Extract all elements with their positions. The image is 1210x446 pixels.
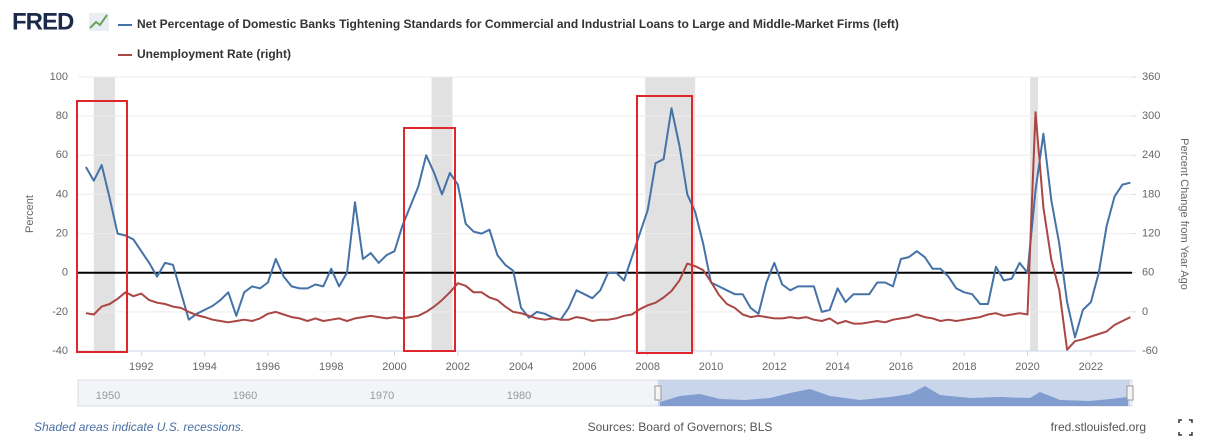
x-tick-label: 2012 [762,361,786,373]
navigator-area [660,386,1128,406]
x-tick-label: 2008 [635,361,659,373]
x-tick-label: 2020 [1015,361,1039,373]
site-link[interactable]: fred.stlouisfed.org [1051,420,1146,434]
x-tick-label: 2014 [825,361,849,373]
y-tick-label: 20 [56,227,68,239]
x-tick-label: 2004 [509,361,533,373]
y-tick-label: 0 [62,267,68,279]
x-tick-label: 2018 [952,361,976,373]
x-tick-label: 1994 [192,361,216,373]
annotation-box [403,127,456,352]
x-tick-label: 1996 [256,361,280,373]
y-tick-label: 100 [50,71,68,83]
recession-band [431,77,453,351]
annotation-box [636,95,693,354]
y-tick-label: 60 [56,149,68,161]
y2-tick-label: 60 [1142,267,1154,279]
y2-tick-label: 360 [1142,71,1160,83]
fullscreen-icon[interactable] [1178,419,1193,436]
y2-tick-label: 300 [1142,110,1160,122]
y-tick-label: 80 [56,110,68,122]
navigator-label: 1960 [233,390,257,402]
navigator-handle[interactable] [1126,385,1134,401]
y-axis-label: Percent [24,195,36,233]
sources: Sources: Board of Governors; BLS [588,420,773,434]
x-tick-label: 2016 [889,361,913,373]
series-line [85,111,1131,351]
navigator-label: 1980 [507,390,531,402]
x-tick-label: 1992 [129,361,153,373]
navigator-handle[interactable] [654,385,662,401]
navigator [77,379,1134,407]
y-tick-label: -20 [52,306,68,318]
recession-band [93,77,116,351]
y2-tick-label: -60 [1142,345,1158,357]
logo: FRED [12,8,74,35]
legend-label: Unemployment Rate (right) [137,47,291,61]
navigator-label: 1950 [96,390,120,402]
x-tick-label: 2002 [446,361,470,373]
y2-tick-label: 120 [1142,227,1160,239]
recession-note: Shaded areas indicate U.S. recessions. [34,420,244,434]
legend-label: Net Percentage of Domestic Banks Tighten… [137,17,899,31]
series-line [85,107,1131,339]
annotation-boxes [76,95,693,354]
y2-tick-label: 240 [1142,149,1160,161]
y-tick-label: 40 [56,188,68,200]
y-tick-label: -40 [52,345,68,357]
navigator-label: 1970 [370,390,394,402]
annotation-box [76,100,128,353]
plot-area: -40 -20 0 20 40 60 80 100 -60 0 60 120 180 240 300 360 1… [50,71,1161,373]
y2-tick-label: 180 [1142,188,1160,200]
x-tick-label: 2000 [382,361,406,373]
x-tick-label: 2006 [572,361,596,373]
x-tick-label: 2022 [1079,361,1103,373]
y2-axis-label: Percent Change from Year Ago [1178,138,1190,290]
logo-icon [89,13,109,31]
x-tick-label: 1998 [319,361,343,373]
x-tick-label: 2010 [699,361,723,373]
y2-tick-label: 0 [1142,306,1148,318]
